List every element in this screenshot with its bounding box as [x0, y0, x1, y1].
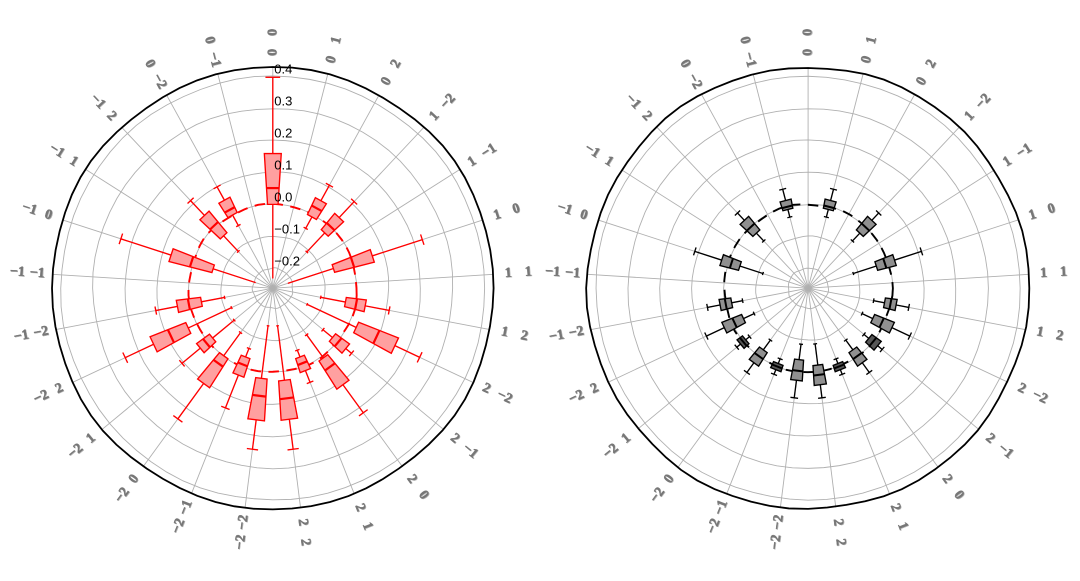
svg-text:0.2: 0.2: [274, 126, 292, 141]
svg-text:−1: −1: [13, 328, 31, 346]
svg-text:0: 0: [801, 49, 816, 56]
svg-text:−2: −2: [568, 324, 586, 342]
svg-text:0: 0: [801, 29, 816, 36]
svg-text:0: 0: [266, 29, 281, 36]
svg-text:−1: −1: [30, 266, 46, 282]
svg-text:1: 1: [505, 266, 513, 281]
svg-text:0.0: 0.0: [274, 190, 292, 205]
svg-text:−1: −1: [565, 266, 581, 282]
svg-text:0.4: 0.4: [274, 62, 292, 77]
svg-text:−0.1: −0.1: [274, 222, 300, 237]
svg-text:−2: −2: [768, 534, 785, 551]
svg-text:−2: −2: [33, 324, 51, 342]
svg-text:−2: −2: [236, 514, 253, 531]
svg-text:1: 1: [1040, 266, 1048, 281]
svg-text:−1: −1: [545, 265, 561, 281]
svg-text:1: 1: [1060, 265, 1068, 280]
svg-text:−2: −2: [771, 514, 788, 531]
svg-text:0: 0: [266, 49, 281, 56]
svg-text:−0.2: −0.2: [274, 254, 300, 269]
svg-text:−1: −1: [549, 328, 567, 346]
svg-text:−2: −2: [233, 534, 250, 551]
svg-text:0.3: 0.3: [274, 94, 292, 109]
svg-text:0.1: 0.1: [274, 158, 292, 173]
svg-text:−1: −1: [10, 265, 26, 281]
svg-text:1: 1: [525, 265, 533, 280]
